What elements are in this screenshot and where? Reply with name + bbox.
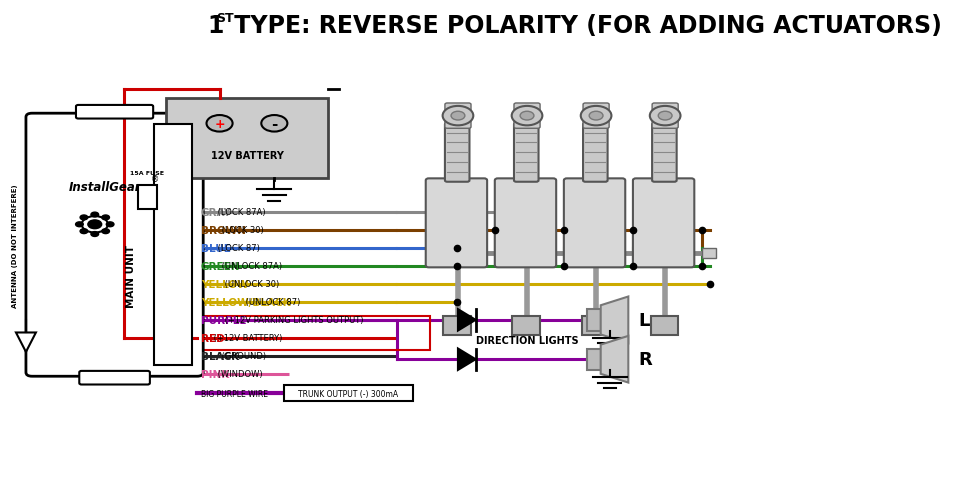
Text: (+12V BATTERY): (+12V BATTERY) — [211, 334, 283, 343]
FancyBboxPatch shape — [587, 309, 601, 331]
FancyBboxPatch shape — [514, 104, 540, 129]
FancyBboxPatch shape — [564, 179, 625, 268]
Text: BLUE: BLUE — [201, 244, 230, 253]
Text: (LOCK 87A): (LOCK 87A) — [215, 208, 266, 217]
Text: L: L — [638, 311, 650, 329]
Text: RED: RED — [201, 333, 225, 343]
FancyBboxPatch shape — [702, 249, 716, 259]
FancyBboxPatch shape — [494, 179, 556, 268]
FancyBboxPatch shape — [587, 349, 601, 370]
Text: (UNLOCK 87A): (UNLOCK 87A) — [219, 262, 281, 271]
Text: 15A FUSE: 15A FUSE — [131, 171, 164, 176]
FancyBboxPatch shape — [444, 104, 471, 129]
Text: BIG PURPLE WIRE: BIG PURPLE WIRE — [201, 389, 268, 398]
Text: ST: ST — [216, 12, 234, 24]
FancyBboxPatch shape — [444, 123, 469, 183]
Circle shape — [451, 112, 465, 121]
FancyBboxPatch shape — [583, 104, 610, 129]
Text: +: + — [214, 118, 225, 130]
Circle shape — [659, 112, 672, 121]
Text: TYPE: REVERSE POLARITY (FOR ADDING ACTUATORS): TYPE: REVERSE POLARITY (FOR ADDING ACTUA… — [227, 14, 942, 38]
Polygon shape — [458, 349, 475, 370]
Text: 12V BATTERY: 12V BATTERY — [210, 151, 283, 161]
Circle shape — [91, 213, 99, 218]
Text: (+12V PARKING LIGHTS OUTPUT): (+12V PARKING LIGHTS OUTPUT) — [222, 316, 364, 325]
Polygon shape — [16, 333, 36, 352]
Text: (UNLOCK 30): (UNLOCK 30) — [222, 280, 279, 289]
Circle shape — [80, 216, 87, 221]
FancyBboxPatch shape — [651, 317, 678, 335]
FancyBboxPatch shape — [166, 99, 327, 179]
Circle shape — [76, 223, 84, 227]
Polygon shape — [601, 336, 628, 383]
Circle shape — [206, 116, 232, 132]
Circle shape — [589, 112, 603, 121]
FancyBboxPatch shape — [514, 123, 539, 183]
Text: (WINDOW): (WINDOW) — [215, 369, 263, 379]
Text: DIRECTION LIGHTS: DIRECTION LIGHTS — [476, 335, 578, 345]
Text: (LOCK 30): (LOCK 30) — [219, 226, 263, 235]
Circle shape — [650, 107, 681, 126]
Text: -: - — [271, 117, 277, 132]
FancyBboxPatch shape — [26, 114, 204, 376]
Text: R: R — [638, 350, 652, 368]
Text: ®: ® — [151, 175, 159, 183]
FancyBboxPatch shape — [155, 125, 192, 366]
Text: 1: 1 — [207, 14, 224, 38]
Text: GREEN: GREEN — [201, 262, 240, 271]
Text: PINK: PINK — [201, 369, 229, 379]
FancyBboxPatch shape — [80, 371, 150, 385]
Circle shape — [581, 107, 612, 126]
FancyBboxPatch shape — [564, 249, 578, 259]
Text: (LOCK 87): (LOCK 87) — [215, 244, 260, 253]
Circle shape — [102, 229, 109, 234]
Circle shape — [88, 221, 102, 229]
Circle shape — [443, 107, 473, 126]
FancyBboxPatch shape — [513, 317, 540, 335]
FancyBboxPatch shape — [652, 104, 678, 129]
FancyBboxPatch shape — [138, 186, 157, 210]
Circle shape — [80, 229, 87, 234]
FancyBboxPatch shape — [425, 179, 487, 268]
Circle shape — [520, 112, 534, 121]
FancyBboxPatch shape — [583, 123, 608, 183]
FancyBboxPatch shape — [284, 386, 414, 401]
FancyBboxPatch shape — [76, 106, 154, 119]
Polygon shape — [601, 297, 628, 344]
Circle shape — [82, 217, 108, 233]
FancyBboxPatch shape — [633, 249, 647, 259]
FancyBboxPatch shape — [494, 249, 509, 259]
Text: (UNLOCK 87): (UNLOCK 87) — [243, 298, 300, 307]
FancyBboxPatch shape — [444, 317, 471, 335]
Circle shape — [102, 216, 109, 221]
Circle shape — [91, 232, 99, 237]
Text: BLACK: BLACK — [201, 351, 239, 361]
Text: ANTENNA (DO NOT INTERFERE): ANTENNA (DO NOT INTERFERE) — [12, 183, 18, 307]
Text: BROWN: BROWN — [201, 225, 246, 235]
Circle shape — [261, 116, 287, 132]
Text: TRUNK OUTPUT (-) 300mA: TRUNK OUTPUT (-) 300mA — [299, 389, 398, 398]
Circle shape — [512, 107, 542, 126]
Text: YELLOW/BLACK: YELLOW/BLACK — [201, 297, 291, 307]
FancyBboxPatch shape — [633, 179, 694, 268]
Text: YELLOW: YELLOW — [201, 279, 249, 289]
Text: InstallGear: InstallGear — [68, 180, 141, 193]
Text: (GROUND): (GROUND) — [219, 351, 266, 361]
FancyBboxPatch shape — [582, 317, 610, 335]
Text: MAIN UNIT: MAIN UNIT — [126, 244, 136, 307]
FancyBboxPatch shape — [652, 123, 677, 183]
Text: PURPLE: PURPLE — [201, 315, 247, 325]
Polygon shape — [458, 309, 475, 331]
Circle shape — [107, 223, 114, 227]
Text: GRAY: GRAY — [201, 207, 231, 218]
